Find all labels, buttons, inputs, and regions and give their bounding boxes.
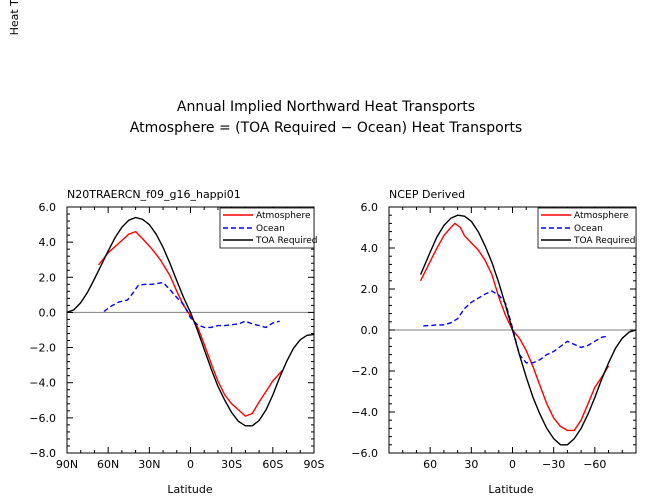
y-tick-label: −6.0 xyxy=(29,412,56,425)
panel-right-xlabel: Latitude xyxy=(488,483,534,496)
panel-right-frame xyxy=(388,206,637,454)
series-toa-required xyxy=(419,214,637,446)
x-tick-label: 90S xyxy=(304,458,325,471)
x-tick-label: 60N xyxy=(97,458,119,471)
series-ocean xyxy=(103,281,280,329)
panel-right-title: NCEP Derived xyxy=(389,188,465,201)
figure-title-line1: Annual Implied Northward Heat Transports xyxy=(177,99,475,115)
x-tick-label: 60 xyxy=(423,458,437,471)
legend-ocean-label: Ocean xyxy=(574,224,603,234)
x-tick-label: 0 xyxy=(509,458,516,471)
series-toa-required xyxy=(66,216,315,427)
y-tick-label: −4.0 xyxy=(351,406,378,419)
figure-title-line2: Atmosphere = (TOA Required − Ocean) Heat… xyxy=(130,120,522,136)
panel-left-legend: Atmosphere Ocean TOA Required xyxy=(219,207,318,249)
legend-toa-label: TOA Required xyxy=(255,236,318,246)
panel-left-title: N20TRAERCN_f09_g16_happi01 xyxy=(67,188,241,201)
series-ocean xyxy=(423,290,609,364)
legend-atmosphere-label: Atmosphere xyxy=(256,211,311,221)
x-tick-label: −60 xyxy=(583,458,606,471)
panel-right: NCEP Derived Latitude −6.0 −4.0 −2.0 0.0 2.0… xyxy=(351,188,637,496)
panel-left: N20TRAERCN_f09_g16_happi01 Heat Transpor… xyxy=(8,0,325,496)
series-atmosphere xyxy=(419,222,610,432)
panel-right-legend: Atmosphere Ocean TOA Required xyxy=(537,207,637,249)
x-tick-label: −30 xyxy=(542,458,565,471)
panel-left-frame xyxy=(66,206,315,454)
legend-toa-label: TOA Required xyxy=(573,236,636,246)
legend-atmosphere-label: Atmosphere xyxy=(574,211,629,221)
y-tick-label: 2.0 xyxy=(361,283,379,296)
x-tick-label: 60S xyxy=(262,458,283,471)
panel-left-lines xyxy=(66,216,315,427)
x-tick-label: 90N xyxy=(56,458,78,471)
panel-left-ticks: −8.0 −6.0 −4.0 −2.0 0.0 2.0 4.0 6.0 90N 60N 30N 0 30… xyxy=(29,201,324,471)
x-tick-label: 30 xyxy=(464,458,478,471)
panel-left-xlabel: Latitude xyxy=(167,483,213,496)
x-tick-label: 30N xyxy=(138,458,160,471)
panel-right-lines xyxy=(419,214,637,446)
y-tick-label: 4.0 xyxy=(39,236,57,249)
y-tick-label: 2.0 xyxy=(39,271,57,284)
y-tick-label: −2.0 xyxy=(29,342,56,355)
y-tick-label: 0.0 xyxy=(361,324,379,337)
x-tick-label: 0 xyxy=(187,458,194,471)
x-tick-label: 30S xyxy=(221,458,242,471)
legend-ocean-label: Ocean xyxy=(256,224,285,234)
panel-left-ylabel: Heat Transport (PW) xyxy=(8,0,21,35)
y-tick-label: 0.0 xyxy=(39,306,57,319)
series-atmosphere xyxy=(98,230,283,417)
y-tick-label: −8.0 xyxy=(29,447,56,460)
y-tick-label: 4.0 xyxy=(361,242,379,255)
y-tick-label: −4.0 xyxy=(29,377,56,390)
y-tick-label: 6.0 xyxy=(39,201,57,214)
y-tick-label: −2.0 xyxy=(351,365,378,378)
y-tick-label: −6.0 xyxy=(351,447,378,460)
y-tick-label: 6.0 xyxy=(361,201,379,214)
